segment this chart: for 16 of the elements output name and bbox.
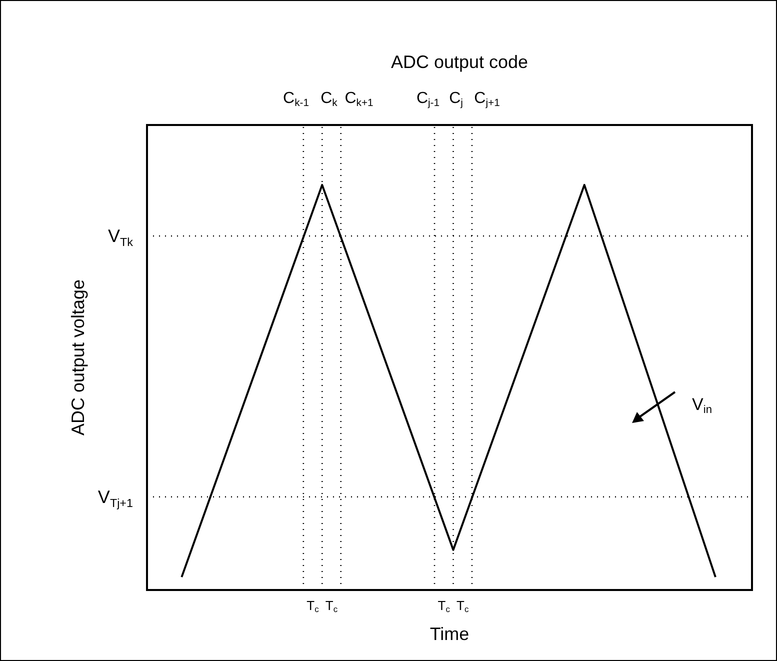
y-axis-title: ADC output voltage [68,279,88,436]
ref-line-label: V$_{Tj+1}$ [98,486,133,510]
text: C$_{k+1}$ [344,90,374,109]
text: C$_{k-1}$ [283,90,310,109]
x-tick-label: T$_{c}$ [438,598,450,614]
chart-title: ADC output code [390,52,528,72]
x-tick-label: T$_{c}$ [456,598,469,614]
x-tick-label: T$_{c}$ [325,598,338,614]
text: C$_{j-1}$ [416,90,440,109]
text: C$_{j}$ [449,90,463,109]
x-axis-title: Time [430,624,470,644]
ref-line-label: V$_{Tk}$ [108,226,134,249]
x-tick-label: T$_{c}$ [306,598,319,614]
annotation: V$_{in}$ [692,395,712,416]
text: C$_{j+1}$ [474,90,500,109]
text: C$_{k}$ [320,90,338,109]
